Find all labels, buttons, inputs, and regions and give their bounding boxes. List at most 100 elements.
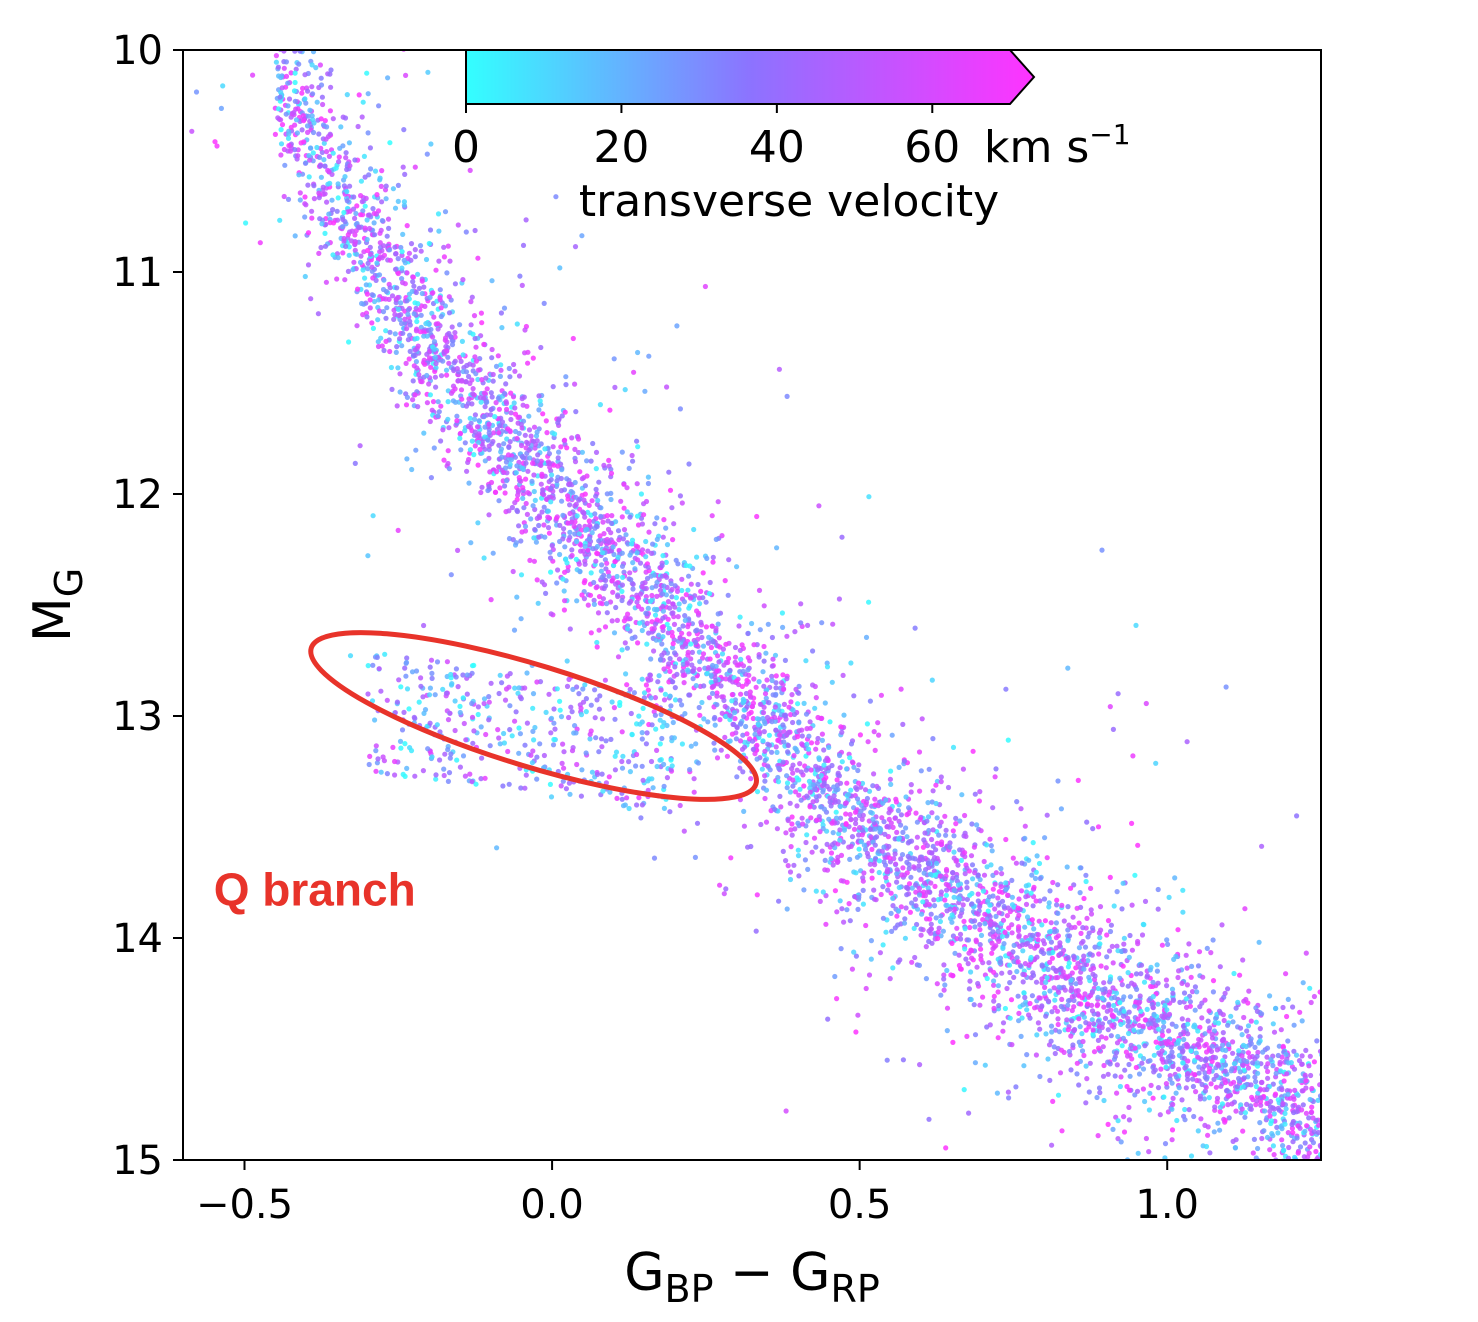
scatter-point [562,544,568,550]
scatter-point [611,356,617,362]
scatter-point [898,686,904,692]
scatter-point [664,621,670,628]
scatter-point [301,118,307,124]
scatter-point [1241,1186,1246,1191]
scatter-point [696,610,702,616]
scatter-point [879,815,885,821]
scatter-point [938,913,944,919]
scatter-point [660,603,666,610]
scatter-point [1307,1144,1313,1150]
scatter-point [1231,1061,1237,1067]
scatter-point [1142,1043,1148,1049]
scatter-point [865,739,871,745]
scatter-point [799,815,805,821]
scatter-point [869,868,875,874]
scatter-point [1020,948,1026,954]
scatter-point [732,710,738,716]
scatter-point [737,738,744,744]
scatter-point [962,946,968,952]
scatter-point [595,610,602,616]
scatter-point [392,331,398,337]
scatter-point [698,588,704,595]
scatter-point [542,534,548,540]
scatter-point [970,876,976,882]
scatter-point [1052,929,1058,935]
scatter-point [1007,1015,1013,1021]
scatter-point [1142,1098,1148,1105]
scatter-point [743,723,749,730]
scatter-point [922,830,928,836]
scatter-point [1097,941,1103,947]
scatter-point [471,416,478,422]
scatter-point [978,932,985,939]
scatter-point [977,903,983,910]
scatter-point [1110,1126,1116,1132]
scatter-point [1129,1023,1135,1029]
scatter-point [1007,969,1013,976]
scatter-point [370,325,376,331]
scatter-point [1240,957,1246,963]
scatter-point [1018,806,1024,812]
scatter-point [630,458,636,464]
scatter-point [1203,1084,1209,1090]
scatter-point [470,386,476,392]
scatter-point [690,668,696,674]
scatter-point [1000,1028,1006,1034]
scatter-point [472,335,478,342]
scatter-point [1044,855,1050,861]
scatter-point [536,534,542,540]
scatter-point [1321,1111,1326,1116]
scatter-point [330,252,336,258]
scatter-point [624,682,630,688]
scatter-point [650,541,656,547]
scatter-point [952,950,958,956]
scatter-point [847,856,853,863]
scatter-point [855,906,861,913]
scatter-point [722,578,728,584]
scatter-point [327,108,333,114]
scatter-point [1033,869,1039,875]
scatter-point [309,62,315,68]
scatter-point [391,316,397,322]
scatter-point [520,242,527,248]
scatter-point [740,668,746,675]
scatter-point [277,217,283,223]
scatter-point [1049,955,1055,961]
scatter-point [798,620,804,626]
scatter-point [1016,924,1022,930]
scatter-point [921,870,927,876]
scatter-point [645,605,651,612]
scatter-point [469,294,475,300]
scatter-point [780,759,786,765]
scatter-point [696,649,703,655]
scatter-point [1078,865,1084,871]
scatter-point [878,692,885,698]
scatter-point [584,473,590,479]
scatter-point [659,624,665,630]
scatter-point [1140,1066,1147,1072]
scatter-point [1257,1120,1263,1126]
scatter-point [667,656,673,662]
scatter-point [775,774,781,781]
scatter-point [899,852,906,858]
scatter-point [347,183,353,189]
scatter-point [606,774,612,780]
scatter-point [758,821,764,828]
scatter-point [569,552,575,559]
scatter-point [1152,1067,1158,1073]
scatter-point [570,335,576,342]
scatter-point [1117,1000,1123,1006]
scatter-point [320,184,326,190]
scatter-point [1284,1013,1290,1020]
scatter-point [949,940,955,947]
scatter-point [694,554,700,560]
scatter-point [1074,1071,1080,1077]
scatter-point [588,570,594,576]
scatter-point [1003,886,1009,892]
scatter-point [360,267,366,273]
scatter-point [1222,1062,1229,1068]
scatter-point [408,241,415,247]
scatter-point [1184,1044,1190,1050]
scatter-point [501,305,508,311]
scatter-point [688,656,694,662]
